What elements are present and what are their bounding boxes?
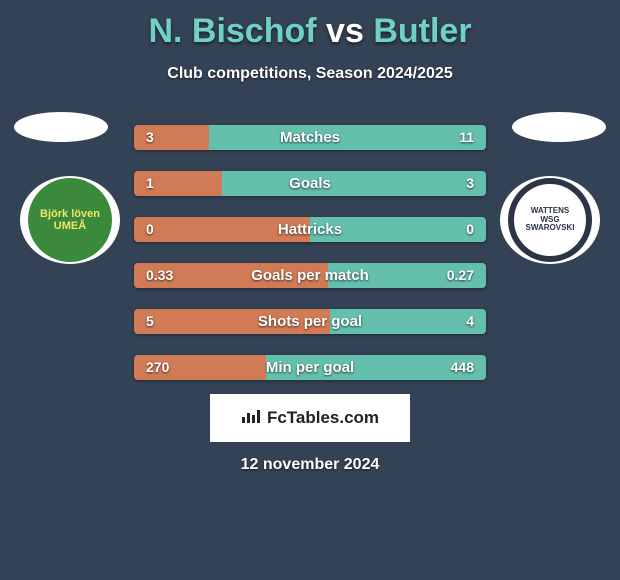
stat-label: Shots per goal [134, 309, 486, 334]
stat-label: Goals per match [134, 263, 486, 288]
club-logo-left: Björk löven UMEÅ [20, 176, 120, 264]
stat-label: Goals [134, 171, 486, 196]
club-logo-right: WATTENS WSG SWAROVSKI [500, 176, 600, 264]
chart-icon [241, 408, 261, 429]
subtitle: Club competitions, Season 2024/2025 [0, 65, 620, 83]
stat-row: 311Matches [134, 125, 486, 150]
watermark: FcTables.com [210, 394, 410, 442]
stat-label: Matches [134, 125, 486, 150]
player1-avatar-placeholder [14, 112, 108, 142]
vs-text: vs [326, 12, 364, 50]
comparison-date: 12 november 2024 [0, 456, 620, 474]
stat-label: Hattricks [134, 217, 486, 242]
comparison-title: N. Bischof vs Butler [0, 0, 620, 51]
player2-name: Butler [373, 12, 471, 50]
stats-container: 311Matches 13Goals 00Hattricks 0.330.27Goal… [134, 125, 486, 401]
player2-avatar-placeholder [512, 112, 606, 142]
stat-row: 13Goals [134, 171, 486, 196]
watermark-text: FcTables.com [267, 408, 379, 428]
club-right-badge: WATTENS WSG SWAROVSKI [508, 178, 592, 262]
stat-row: 54Shots per goal [134, 309, 486, 334]
player1-name: N. Bischof [148, 12, 316, 50]
club-left-badge: Björk löven UMEÅ [28, 178, 112, 262]
stat-row: 00Hattricks [134, 217, 486, 242]
stat-label: Min per goal [134, 355, 486, 380]
stat-row: 0.330.27Goals per match [134, 263, 486, 288]
stat-row: 270448Min per goal [134, 355, 486, 380]
